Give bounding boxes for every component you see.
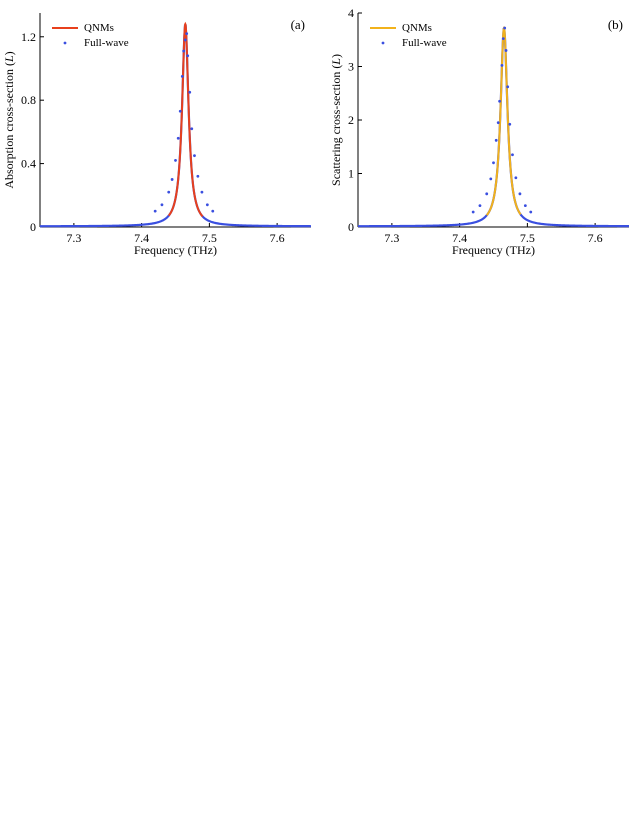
full-wave-point — [193, 154, 196, 158]
y-tick-label: 0.8 — [21, 93, 36, 107]
y-tick-label: 1.2 — [21, 30, 36, 44]
full-wave-point — [196, 174, 200, 178]
full-wave-point — [180, 75, 184, 78]
qnm-curve — [485, 25, 522, 216]
full-wave-point — [167, 190, 171, 194]
x-tick-label: 7.4 — [452, 231, 467, 245]
x-tick-label: 7.6 — [270, 231, 285, 245]
y-axis-label-unit: L — [2, 55, 16, 63]
full-wave-point — [492, 161, 495, 165]
y-tick-label: 4 — [348, 6, 354, 20]
full-wave-point — [176, 136, 180, 140]
full-wave-point — [153, 209, 157, 213]
full-wave-point — [506, 85, 510, 89]
full-wave-point — [471, 210, 475, 214]
legend-point-swatch — [381, 41, 385, 45]
qnm-curve — [167, 21, 204, 218]
full-wave-point — [518, 192, 522, 196]
x-tick-label: 7.3 — [66, 231, 81, 245]
full-wave-point — [185, 32, 189, 36]
full-wave-point — [188, 90, 192, 94]
full-wave-point — [511, 153, 514, 157]
chart-panel-a: 7.3 7.4 7.5 7.6 0 0.4 0.8 1.2 Frequency (THz) Abs… — [2, 13, 311, 257]
y-axis-label-suffix: ) — [2, 51, 16, 55]
full-wave-point — [529, 210, 533, 214]
full-wave-point — [494, 138, 498, 142]
full-wave-point — [174, 159, 177, 162]
full-wave-point — [205, 203, 209, 207]
full-wave-point — [504, 49, 508, 52]
full-wave-point — [508, 122, 512, 126]
y-axis-label-suffix: ) — [329, 54, 343, 58]
full-wave-point — [489, 177, 493, 181]
panel-label: (a) — [291, 17, 305, 32]
full-wave-point — [200, 190, 204, 194]
full-wave-point — [211, 209, 215, 213]
chart-panel-b: 7.3 7.4 7.5 7.6 0 1 2 3 4 Frequency (THz) Scatteri… — [329, 6, 629, 257]
full-wave-point — [160, 203, 164, 207]
y-axis-label: Scattering cross-section (L) — [329, 54, 343, 186]
full-wave-point — [183, 38, 187, 42]
y-tick-label: 1 — [348, 167, 354, 181]
full-wave-point — [478, 204, 482, 208]
full-wave-point — [485, 192, 489, 196]
legend-point-swatch — [63, 41, 67, 45]
full-wave-point — [523, 204, 527, 208]
full-wave-point — [178, 109, 182, 113]
legend-label-qnms: QNMs — [402, 22, 432, 34]
full-wave-point — [186, 54, 190, 58]
x-axis-label: Frequency (THz) — [452, 243, 535, 257]
full-wave-point — [500, 64, 504, 67]
y-tick-label: 0 — [348, 220, 354, 234]
y-tick-label: 3 — [348, 60, 354, 74]
x-tick-label: 7.5 — [520, 231, 535, 245]
panel-label: (b) — [608, 17, 623, 32]
x-tick-label: 7.5 — [202, 231, 217, 245]
y-tick-label: 2 — [348, 113, 354, 127]
full-wave-point — [190, 127, 194, 131]
x-tick-label: 7.4 — [134, 231, 149, 245]
legend-label-qnms: QNMs — [84, 22, 114, 34]
full-wave-point — [496, 121, 500, 125]
x-axis-label: Frequency (THz) — [134, 243, 217, 257]
y-tick-label: 0.4 — [21, 157, 36, 171]
x-tick-label: 7.6 — [588, 231, 603, 245]
full-wave-point — [503, 26, 507, 30]
legend-label-full-wave: Full-wave — [402, 37, 447, 49]
y-axis-label-prefix: Absorption cross-section ( — [2, 62, 16, 189]
full-wave-point — [182, 49, 186, 53]
x-tick-label: 7.3 — [384, 231, 399, 245]
y-axis-label-prefix: Scattering cross-section ( — [329, 65, 343, 186]
full-wave-point — [170, 178, 174, 181]
legend-label-full-wave: Full-wave — [84, 37, 129, 49]
y-tick-label: 0 — [30, 220, 36, 234]
y-axis-label-unit: L — [329, 58, 343, 66]
full-wave-point — [498, 99, 501, 103]
full-wave-point — [501, 37, 505, 41]
full-wave-point — [514, 176, 518, 180]
y-axis-label: Absorption cross-section (L) — [2, 51, 16, 188]
